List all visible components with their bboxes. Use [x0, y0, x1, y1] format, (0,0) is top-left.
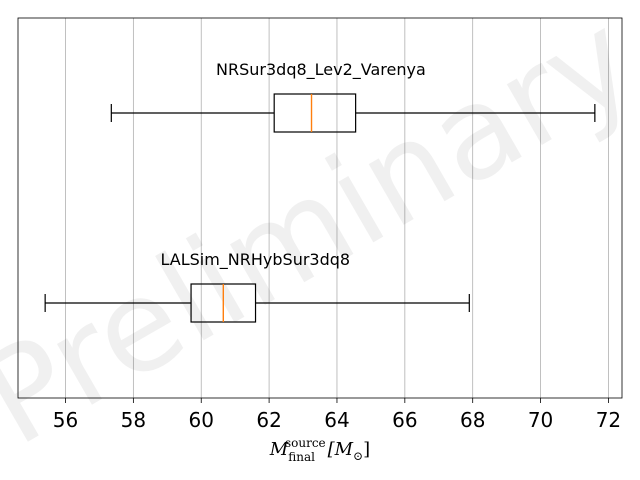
x-tick-label: 56 [53, 408, 78, 432]
grid-lines [65, 18, 609, 398]
x-tick-label: 60 [189, 408, 214, 432]
box-series-item: NRSur3dq8_Lev2_Varenya [110, 60, 596, 133]
x-tick-label: 68 [460, 408, 485, 432]
x-tick-label: 70 [528, 408, 553, 432]
box-iqr [273, 93, 357, 133]
series-label: NRSur3dq8_Lev2_Varenya [216, 60, 426, 80]
x-label-unit: [M [328, 439, 354, 460]
plot-frame [17, 17, 623, 399]
x-label-subscript: final [288, 450, 315, 464]
x-axis-ticks: 56 58 60 62 64 66 68 70 72 [53, 398, 621, 432]
x-label-superscript: source [285, 436, 326, 450]
series-label: LALSim_NRHybSur3dq8 [160, 250, 350, 270]
box-series-item: LALSim_NRHybSur3dq8 [44, 250, 470, 323]
x-tick-label: 64 [324, 408, 349, 432]
x-label-unit-close: ] [363, 439, 370, 460]
x-label-symbol: M [269, 439, 289, 460]
x-tick-label: 72 [596, 408, 621, 432]
box-series: NRSur3dq8_Lev2_Varenya LALSim_NRHybSur3dq… [44, 60, 596, 323]
x-tick-label: 62 [256, 408, 281, 432]
x-tick-label: 58 [121, 408, 146, 432]
x-axis-label: Mfinalsource [M⊙] [269, 436, 370, 464]
x-tick-label: 66 [392, 408, 417, 432]
x-label-unit-sub: ⊙ [353, 449, 363, 463]
